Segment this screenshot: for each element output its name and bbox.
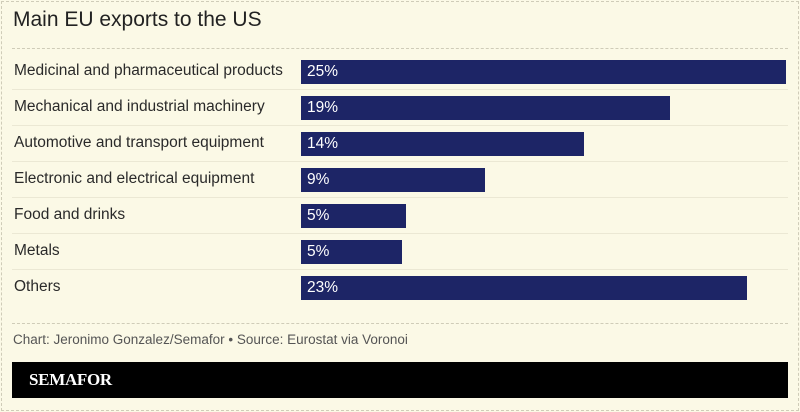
bar-row: Medicinal and pharmaceutical products 25… — [12, 54, 788, 90]
divider — [12, 323, 788, 324]
category-label: Electronic and electrical equipment — [14, 170, 255, 187]
bar: 25% — [301, 60, 786, 84]
bar: 19% — [301, 96, 670, 120]
data-label: 5% — [307, 243, 330, 260]
category-label: Metals — [14, 242, 60, 259]
bar: 5% — [301, 204, 406, 228]
bar-row: Others 23% — [12, 270, 788, 306]
bar-row: Mechanical and industrial machinery 19% — [12, 90, 788, 126]
category-label: Others — [14, 278, 61, 295]
bar-row: Automotive and transport equipment 14% — [12, 126, 788, 162]
brand-band: SEMAFOR — [12, 362, 788, 398]
divider — [12, 48, 788, 49]
data-label: 23% — [307, 279, 339, 296]
bar-row: Metals 5% — [12, 234, 788, 270]
category-label: Automotive and transport equipment — [14, 134, 264, 151]
data-label: 19% — [307, 99, 339, 116]
semafor-logo: SEMAFOR — [29, 370, 112, 389]
source-credit: Chart: Jeronimo Gonzalez/Semafor • Sourc… — [13, 332, 408, 347]
bar: 9% — [301, 168, 486, 192]
category-label: Medicinal and pharmaceutical products — [14, 62, 283, 79]
data-label: 9% — [307, 171, 330, 188]
chart-title: Main EU exports to the US — [13, 8, 262, 31]
bar: 23% — [301, 276, 748, 300]
bar-row: Electronic and electrical equipment 9% — [12, 162, 788, 198]
bar: 5% — [301, 240, 402, 264]
category-label: Food and drinks — [14, 206, 126, 223]
data-label: 25% — [307, 63, 339, 80]
category-label: Mechanical and industrial machinery — [14, 98, 265, 115]
data-label: 5% — [307, 207, 330, 224]
data-label: 14% — [307, 135, 339, 152]
bar-row: Food and drinks 5% — [12, 198, 788, 234]
bar: 14% — [301, 132, 585, 156]
